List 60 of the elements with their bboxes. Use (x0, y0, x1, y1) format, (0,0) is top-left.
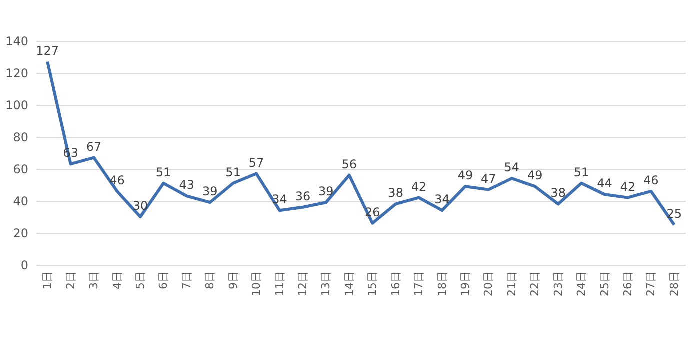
x-tick-label: 12日 (296, 272, 310, 296)
x-tick-label: 25日 (598, 272, 612, 296)
x-tick-label: 11日 (273, 272, 286, 296)
data-label: 56 (342, 157, 358, 172)
y-tick-label: 80 (13, 130, 28, 144)
y-tick-label: 100 (6, 98, 28, 112)
x-tick-label: 9日 (226, 272, 240, 290)
data-label: 42 (411, 180, 427, 194)
data-label: 30 (132, 199, 148, 213)
x-tick-label: 22日 (528, 272, 542, 296)
data-label: 38 (550, 186, 566, 200)
x-tick-label: 7日 (180, 272, 194, 290)
x-tick-label: 4日 (110, 272, 124, 290)
data-label: 57 (248, 156, 264, 170)
x-tick-label: 28日 (668, 272, 681, 296)
data-label: 25 (666, 207, 682, 221)
data-label: 67 (86, 140, 102, 154)
y-tick-label: 0 (20, 258, 28, 272)
data-label: 36 (295, 189, 311, 204)
data-label: 51 (156, 165, 172, 180)
data-label: 49 (527, 168, 543, 183)
x-tick-label: 13日 (320, 272, 333, 296)
x-tick-label: 8日 (204, 272, 217, 290)
x-tick-label: 21日 (505, 272, 518, 296)
x-tick-label: 24日 (575, 272, 588, 296)
data-label: 51 (574, 165, 590, 180)
data-label: 54 (504, 160, 520, 175)
data-label: 49 (458, 168, 474, 183)
data-label: 39 (318, 184, 334, 199)
data-label: 127 (36, 44, 60, 58)
x-tick-label: 26日 (621, 272, 634, 296)
x-tick-label: 20日 (482, 272, 496, 296)
data-label: 34 (434, 192, 450, 207)
data-label: 39 (202, 184, 218, 199)
y-tick-label: 140 (6, 34, 28, 48)
data-label: 46 (644, 173, 659, 188)
data-label: 44 (597, 176, 612, 191)
x-tick-label: 23日 (552, 272, 565, 296)
y-tick-label: 20 (13, 226, 28, 240)
data-label: 47 (481, 172, 496, 186)
x-tick-label: 10日 (250, 272, 264, 296)
x-tick-label: 3日 (88, 272, 101, 290)
data-label: 51 (226, 165, 241, 180)
data-label: 43 (179, 178, 195, 192)
x-tick-label: 1日 (41, 272, 54, 290)
x-tick-label: 5日 (134, 272, 147, 290)
x-tick-label: 16日 (389, 272, 402, 296)
x-tick-label: 6日 (157, 272, 170, 290)
y-tick-label: 120 (6, 66, 28, 80)
y-tick-label: 60 (13, 162, 28, 176)
data-label: 38 (388, 186, 404, 200)
y-tick-label: 40 (13, 194, 28, 208)
x-tick-label: 17日 (412, 272, 426, 296)
x-tick-label: 19日 (458, 272, 472, 296)
data-label: 42 (620, 180, 636, 194)
x-tick-label: 27日 (644, 272, 658, 296)
x-tick-label: 14日 (342, 272, 356, 296)
x-tick-label: 2日 (64, 272, 78, 290)
x-tick-label: 18日 (436, 272, 449, 296)
x-tick-label: 15日 (366, 272, 380, 296)
